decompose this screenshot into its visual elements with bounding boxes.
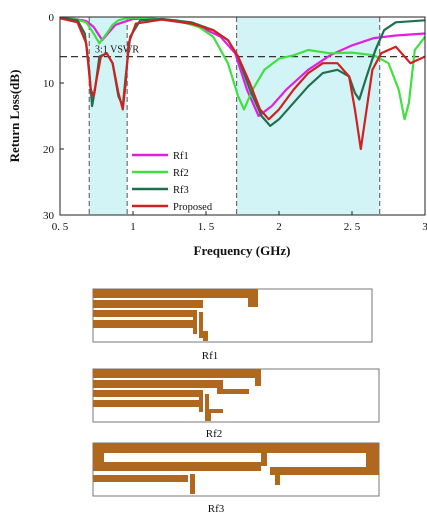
y-tick-label: 10 xyxy=(43,78,55,90)
y-ticks: 0 10 20 30 xyxy=(43,12,64,222)
x-ticks: 0. 5 1 1. 5 2 2. 5 3 xyxy=(52,211,427,233)
x-tick-label: 1. 5 xyxy=(198,221,215,233)
radiator-traces xyxy=(93,443,379,494)
chart: 3:1 VSWR 0. 5 1 1. 5 2 2. 5 3 0 10 20 30 Frequen… xyxy=(7,12,427,258)
diagram-caption: Rf1 xyxy=(202,350,219,362)
antenna-diagram-rf3: Rf3 xyxy=(92,442,380,515)
series-lines xyxy=(60,17,425,151)
antenna-diagram-rf1: Rf1 xyxy=(92,288,373,362)
x-tick-label: 3 xyxy=(422,221,427,233)
highlight-band-1 xyxy=(89,17,128,215)
legend-label-rf1: Rf1 xyxy=(173,151,189,162)
diagram-caption: Rf3 xyxy=(208,503,225,515)
y-tick-label: 30 xyxy=(43,210,55,222)
plot-frame xyxy=(59,16,426,216)
diagram-caption: Rf2 xyxy=(206,428,223,440)
x-tick-label: 0. 5 xyxy=(52,221,69,233)
legend-label-rf2: Rf2 xyxy=(173,168,189,179)
radiator-traces xyxy=(93,289,258,341)
vswr-label: 3:1 VSWR xyxy=(95,45,139,56)
legend: Rf1 Rf2 Rf3 Proposed xyxy=(132,151,213,213)
x-axis-title: Frequency (GHz) xyxy=(194,243,291,258)
x-tick-label: 2 xyxy=(276,221,282,233)
band-edge-lines xyxy=(88,17,381,215)
x-tick-label: 2. 5 xyxy=(344,221,361,233)
radiator-traces xyxy=(93,369,261,421)
series-line-proposed xyxy=(60,17,425,151)
legend-label-rf3: Rf3 xyxy=(173,185,189,196)
y-axis-title: Return Loss(dB) xyxy=(7,70,22,163)
y-tick-label: 20 xyxy=(43,144,55,156)
antenna-diagram-rf2: Rf2 xyxy=(92,368,380,440)
series-line-rf2 xyxy=(60,17,425,121)
y-tick-label: 0 xyxy=(49,12,55,24)
x-tick-label: 1 xyxy=(130,221,136,233)
legend-label-proposed: Proposed xyxy=(173,202,213,213)
